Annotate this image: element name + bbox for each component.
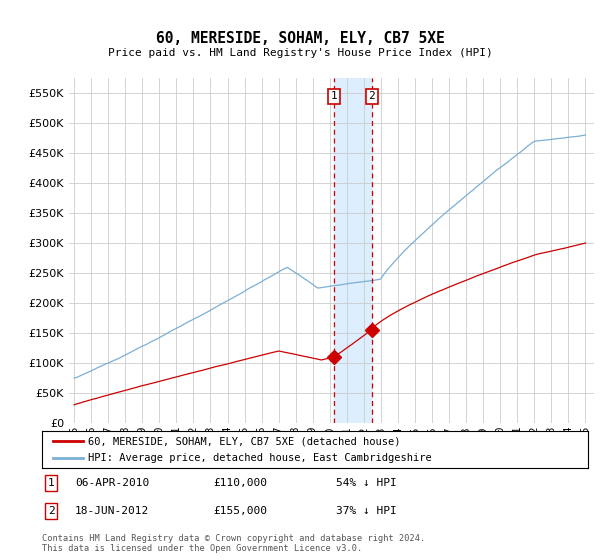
Text: 06-APR-2010: 06-APR-2010 xyxy=(75,478,149,488)
Text: Contains HM Land Registry data © Crown copyright and database right 2024.
This d: Contains HM Land Registry data © Crown c… xyxy=(42,534,425,553)
Text: 60, MERESIDE, SOHAM, ELY, CB7 5XE (detached house): 60, MERESIDE, SOHAM, ELY, CB7 5XE (detac… xyxy=(88,436,401,446)
Text: 37% ↓ HPI: 37% ↓ HPI xyxy=(336,506,397,516)
Text: £110,000: £110,000 xyxy=(213,478,267,488)
Text: 54% ↓ HPI: 54% ↓ HPI xyxy=(336,478,397,488)
Bar xyxy=(334,78,372,423)
Text: 2: 2 xyxy=(47,506,55,516)
Text: £155,000: £155,000 xyxy=(213,506,267,516)
Text: 2: 2 xyxy=(368,91,375,101)
Text: HPI: Average price, detached house, East Cambridgeshire: HPI: Average price, detached house, East… xyxy=(88,453,432,463)
Text: 1: 1 xyxy=(331,91,338,101)
Text: 1: 1 xyxy=(47,478,55,488)
Text: Price paid vs. HM Land Registry's House Price Index (HPI): Price paid vs. HM Land Registry's House … xyxy=(107,48,493,58)
Text: 60, MERESIDE, SOHAM, ELY, CB7 5XE: 60, MERESIDE, SOHAM, ELY, CB7 5XE xyxy=(155,31,445,46)
Text: 18-JUN-2012: 18-JUN-2012 xyxy=(75,506,149,516)
